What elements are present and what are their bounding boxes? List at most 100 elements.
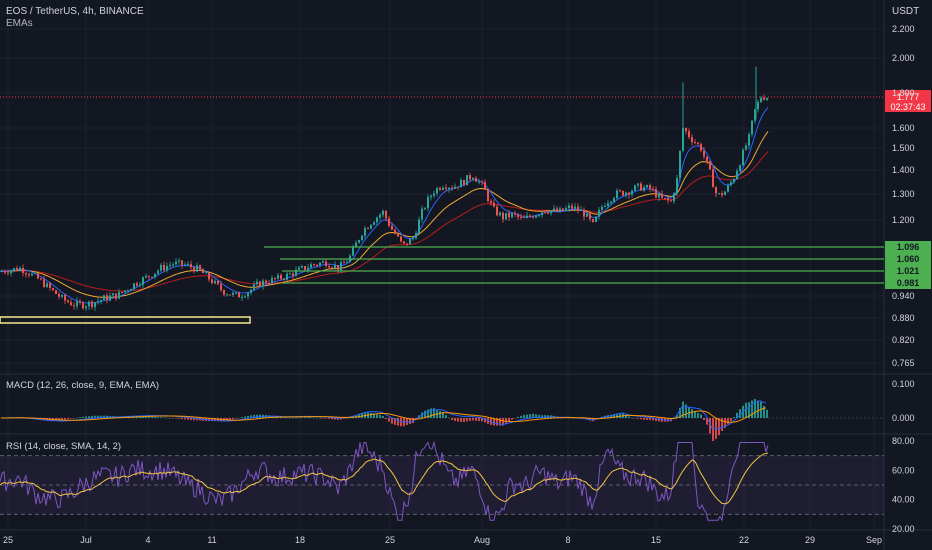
candle-body	[67, 300, 69, 303]
indicator-legend: EMAs	[6, 18, 33, 29]
candle-body	[391, 225, 393, 230]
macd-histogram-bar	[244, 416, 246, 418]
macd-histogram-bar	[292, 417, 294, 419]
macd-histogram-bar	[337, 418, 339, 420]
candle-body	[286, 273, 288, 280]
date-tick-label: 4	[145, 535, 150, 545]
macd-histogram-bar	[82, 416, 84, 418]
date-tick-label: Sep	[866, 535, 882, 545]
candle-body	[727, 184, 729, 192]
macd-pane	[0, 398, 884, 442]
macd-histogram-bar	[67, 418, 69, 419]
macd-histogram-bar	[529, 414, 531, 418]
candle-body	[352, 246, 354, 256]
current-price-tag	[885, 90, 931, 113]
macd-histogram-bar	[412, 418, 414, 424]
macd-histogram-bar	[55, 418, 57, 421]
candle-body	[757, 102, 759, 110]
candle-body	[151, 276, 153, 278]
candle-body	[154, 273, 156, 278]
candle-body	[607, 203, 609, 206]
macd-histogram-bar	[382, 415, 384, 418]
macd-histogram-bar	[763, 405, 765, 418]
candle-body	[760, 97, 762, 103]
macd-histogram-bar	[208, 418, 210, 421]
macd-histogram-bar	[535, 414, 537, 418]
macd-histogram-bar	[616, 413, 618, 418]
macd-histogram-bar	[649, 418, 651, 421]
macd-histogram-bar	[310, 417, 312, 418]
macd-histogram-bar	[409, 418, 411, 424]
level-tag-label: 1.021	[897, 266, 920, 276]
candle-body	[199, 265, 201, 270]
rsi-label: RSI (14, close, SMA, 14, 2)	[6, 441, 122, 452]
macd-histogram-bar	[463, 418, 465, 422]
candle-body	[40, 278, 42, 280]
macd-histogram-bar	[334, 418, 336, 420]
macd-histogram-bar	[88, 416, 90, 418]
candle-body	[565, 208, 567, 211]
candle-body	[505, 213, 507, 220]
candle-body	[685, 127, 687, 132]
macd-histogram-bar	[724, 418, 726, 428]
candle-body	[133, 283, 135, 290]
macd-histogram-bar	[97, 415, 99, 418]
macd-histogram-bar	[391, 418, 393, 424]
macd-histogram-bar	[307, 417, 309, 418]
candle-body	[445, 187, 447, 190]
candle-body	[265, 280, 267, 284]
macd-histogram-bar	[691, 409, 693, 418]
candle-body	[121, 291, 123, 293]
macd-histogram-bar	[58, 418, 60, 420]
candle-body	[379, 214, 381, 218]
candle-body	[376, 217, 378, 223]
candle-body	[592, 219, 594, 222]
candle-body	[73, 305, 75, 307]
candle-body	[31, 273, 33, 276]
candle-body	[724, 191, 726, 196]
macd-histogram-bar	[628, 416, 630, 418]
candle-body	[631, 190, 633, 195]
candle-body	[487, 189, 489, 201]
candle-body	[49, 283, 51, 289]
macd-tick-label: 0.100	[892, 379, 915, 389]
macd-histogram-bar	[298, 417, 300, 419]
candle-body	[742, 149, 744, 166]
candle-body	[517, 214, 519, 217]
candle-body	[523, 217, 525, 219]
candle-body	[112, 293, 114, 296]
candle-body	[235, 292, 237, 294]
macd-histogram-bar	[757, 400, 759, 418]
candle-body	[88, 301, 90, 307]
candle-body	[64, 295, 66, 301]
candle-body	[763, 97, 765, 100]
candle-body	[400, 236, 402, 242]
macd-histogram-bar	[526, 414, 528, 418]
candle-body	[430, 195, 432, 198]
rsi-ma-line	[0, 452, 769, 505]
macd-histogram-bar	[484, 418, 486, 423]
candle-body	[520, 216, 522, 218]
candle-body	[259, 281, 261, 287]
candle-body	[97, 301, 99, 303]
candle-body	[457, 186, 459, 188]
candle-body	[217, 280, 219, 285]
candle-body	[610, 201, 612, 204]
candle-body	[388, 218, 390, 226]
ema-fast-line	[0, 107, 769, 304]
macd-histogram-bar	[316, 417, 318, 419]
date-tick-label: 11	[207, 535, 216, 545]
candle-body	[175, 261, 177, 265]
candle-body	[367, 228, 369, 230]
macd-histogram-bar	[619, 413, 621, 418]
candle-body	[358, 240, 360, 243]
candle-body	[415, 233, 417, 239]
candle-body	[766, 98, 768, 100]
macd-histogram-bar	[184, 418, 186, 420]
macd-histogram-bar	[253, 414, 255, 418]
candle-body	[478, 181, 480, 183]
macd-histogram-bar	[520, 415, 522, 418]
candle-body	[253, 284, 255, 290]
